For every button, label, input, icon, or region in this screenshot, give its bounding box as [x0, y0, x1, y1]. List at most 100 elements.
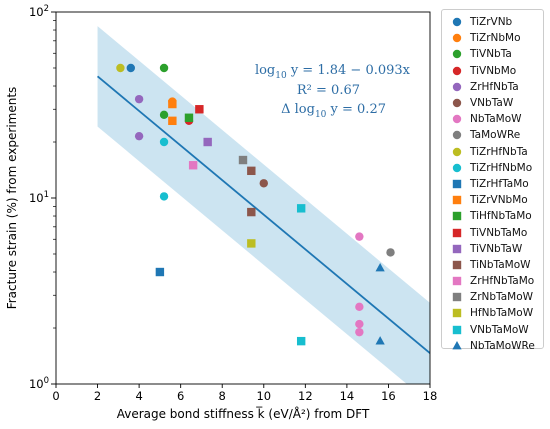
- legend-label: VNbTaMoW: [470, 323, 529, 336]
- data-point: [184, 113, 194, 122]
- data-point: [203, 137, 212, 147]
- legend-item: TiZrHfTaMo: [448, 176, 543, 192]
- circle-marker-icon: [452, 34, 462, 43]
- data-point: [159, 63, 169, 73]
- x-tick-label: 6: [177, 389, 184, 403]
- square-marker-icon: [452, 309, 462, 318]
- legend-label: TiVNbTaMo: [470, 226, 528, 239]
- legend: TiZrVNb TiZrNbMo TiVNbTa TiVNbMo ZrHfNbTa VNb…: [441, 9, 544, 352]
- legend-item: TiVNbMo: [448, 63, 543, 79]
- band-fill: [97, 26, 430, 384]
- y-tick-label: 100: [29, 376, 49, 391]
- data-point: [155, 267, 165, 277]
- square-marker-icon: [452, 276, 462, 286]
- circle-marker-icon: [452, 131, 462, 140]
- circle-marker-icon: [452, 66, 462, 75]
- data-point: [168, 99, 177, 109]
- legend-marker: [452, 17, 462, 27]
- square-marker-icon: [452, 293, 462, 302]
- legend-item: TiZrHfNbTa: [448, 144, 543, 160]
- fit-equation: log10 y = 1.84 − 0.093x: [255, 63, 411, 81]
- x-tick-label: 18: [423, 389, 438, 403]
- data-points: [116, 63, 395, 346]
- circle-marker-icon: [452, 115, 462, 124]
- circle-marker-icon: [452, 98, 462, 108]
- legend-item: ZrHfNbTaMo: [448, 273, 543, 289]
- legend-marker: [452, 340, 462, 350]
- legend-label: TiZrVNbMo: [470, 194, 528, 207]
- data-point: [134, 94, 144, 104]
- legend-item: HfNbTaMoW: [448, 305, 543, 321]
- x-tick-label: 16: [381, 389, 396, 403]
- legend-item: TiVNbTa: [448, 46, 543, 62]
- x-tick-label: 12: [298, 389, 313, 403]
- scatter-chart: 0 2 4 6 8 10 12 14 16 18 100 101 102 log10 y = 1.84 …: [5, 4, 437, 421]
- square-marker-icon: [452, 212, 462, 221]
- data-point: [247, 239, 256, 248]
- legend-marker: [452, 115, 462, 124]
- data-point: [296, 336, 306, 346]
- square-marker-icon: [452, 228, 462, 237]
- legend-marker: [452, 147, 462, 156]
- data-point: [375, 263, 385, 272]
- legend-item: VNbTaW: [448, 95, 543, 111]
- data-point: [355, 302, 364, 312]
- circle-marker-icon: [452, 50, 462, 59]
- triangle-marker-icon: [452, 340, 462, 350]
- legend-item: TiNbTaMoW: [448, 257, 543, 273]
- y-tick-label: 102: [29, 4, 49, 19]
- legend-item: TiVNbTaMo: [448, 224, 543, 240]
- legend-label: ZrHfNbTa: [470, 80, 519, 93]
- x-axis-label: Average bond stiffness k̅ (eV/Å²) from D…: [117, 406, 370, 421]
- x-tick-label: 2: [94, 389, 101, 403]
- legend-marker: [452, 34, 462, 43]
- data-point: [355, 232, 364, 241]
- fit-r-squared: R² = 0.67: [297, 83, 360, 98]
- y-axis-label: Fracture strain (%) from experiments: [5, 87, 19, 310]
- x-tick-label: 0: [52, 389, 59, 403]
- data-point: [238, 155, 248, 165]
- y-tick-label: 101: [29, 190, 49, 205]
- legend-label: ZrHfNbTaMo: [470, 275, 535, 288]
- circle-marker-icon: [452, 163, 462, 172]
- x-tick-label: 14: [340, 389, 355, 403]
- square-marker-icon: [452, 325, 462, 334]
- legend-label: TiVNbMo: [470, 64, 517, 77]
- fit-uncertainty: Δ log10 y = 0.27: [281, 102, 386, 120]
- legend-marker: [452, 244, 462, 253]
- data-point: [259, 179, 268, 188]
- legend-marker: [452, 309, 462, 318]
- legend-label: TiHfNbTaMo: [470, 210, 532, 223]
- legend-item: TiVNbTaW: [448, 241, 543, 257]
- data-point: [134, 131, 144, 141]
- legend-marker: [452, 260, 462, 270]
- x-tick-label: 8: [219, 389, 226, 403]
- legend-label: TiZrVNb: [470, 16, 513, 29]
- fit-line: [96, 75, 430, 354]
- legend-label: TiZrHfTaMo: [470, 177, 529, 190]
- data-point: [375, 336, 385, 345]
- legend-marker: [452, 82, 462, 92]
- data-point: [116, 63, 125, 73]
- legend-marker: [452, 131, 462, 140]
- legend-label: TaMoWRe: [470, 129, 521, 142]
- legend-label: HfNbTaMoW: [470, 307, 534, 320]
- axis-ticks: 0 2 4 6 8 10 12 14 16 18 100 101 102: [29, 4, 437, 403]
- legend-label: TiZrHfNbMo: [470, 161, 533, 174]
- legend-marker: [452, 179, 462, 189]
- legend-marker: [452, 228, 462, 237]
- legend-item: TaMoWRe: [448, 127, 543, 143]
- legend-item: TiZrHfNbMo: [448, 160, 543, 176]
- data-point: [159, 110, 169, 120]
- legend-label: TiNbTaMoW: [470, 258, 531, 271]
- legend-label: TiVNbTaW: [470, 242, 523, 255]
- legend-marker: [452, 212, 462, 221]
- data-point: [296, 204, 306, 213]
- confidence-band: [97, 26, 430, 384]
- legend-label: TiVNbTa: [470, 48, 512, 61]
- x-tick-label: 4: [135, 389, 142, 403]
- data-point: [195, 105, 204, 114]
- data-point: [247, 166, 256, 176]
- data-point: [168, 116, 177, 126]
- circle-marker-icon: [452, 17, 462, 27]
